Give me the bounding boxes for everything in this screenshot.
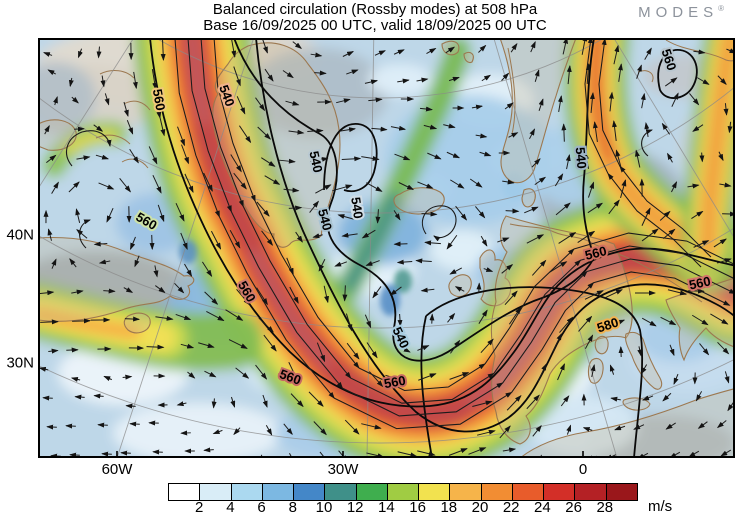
registered-mark: ® (718, 4, 724, 13)
colorbar-tick-label: 22 (502, 499, 520, 516)
colorbar-tick-label: 26 (565, 499, 582, 516)
colorbar-segment (450, 484, 482, 500)
colorbar-segment (387, 484, 420, 500)
colorbar-segment (481, 484, 513, 500)
contour-label: 560 (150, 88, 169, 112)
land-coastlines (38, 38, 735, 458)
wind-speed-field (38, 38, 735, 458)
y-tick-label: 40N (6, 226, 34, 244)
colorbar-tick-label: 6 (257, 499, 266, 516)
colorbar-segment (262, 484, 295, 500)
chart-subtitle: Base 16/09/2025 00 UTC, valid 18/09/2025… (203, 17, 547, 34)
x-tick-label: 0 (578, 461, 588, 478)
contour-label: 560 (688, 273, 712, 292)
colorbar-tick-label: 4 (226, 499, 235, 516)
y-tick-label: 30N (6, 354, 34, 372)
colorbar-segment (512, 484, 545, 500)
contour-label: 540 (306, 150, 325, 174)
contour-label: 540 (573, 146, 590, 169)
colorbar-tick-label: 8 (288, 499, 297, 516)
colorbar-segment (325, 484, 357, 500)
colorbar-segment (419, 484, 451, 500)
colorbar-tick-label: 14 (378, 499, 395, 516)
colorbar-tick-label: 24 (534, 499, 551, 516)
colorbar-tick-label: 10 (315, 499, 333, 516)
colorbar-segment (231, 484, 263, 500)
map-frame (38, 38, 735, 458)
contour-label: 540 (348, 196, 366, 220)
colorbar-tick-label: 16 (409, 499, 426, 516)
chart-title: Balanced circulation (Rossby modes) at 5… (212, 1, 538, 18)
wind-arrows (38, 38, 735, 458)
colorbar-segment (169, 484, 201, 500)
colorbar-segment (200, 484, 232, 500)
colorbar-segment (294, 484, 326, 500)
colorbar-segment (356, 484, 388, 500)
colorbar-tick-label: 28 (596, 499, 614, 516)
modes-logo: MODES® (638, 4, 724, 21)
colorbar-segment (544, 484, 576, 500)
x-tick-label: 30W (327, 461, 359, 478)
colorbar-tick-label: 18 (440, 499, 458, 516)
colorbar-segment (606, 484, 637, 500)
colorbar-segment (575, 484, 607, 500)
colorbar-unit-label: m/s (648, 498, 673, 515)
x-tick-label: 60W (101, 461, 133, 478)
contour-label: 560 (383, 373, 407, 392)
colorbar-tick-label: 20 (471, 499, 489, 516)
colorbar-tick-label: 12 (346, 499, 364, 516)
colorbar-tick-label: 2 (195, 499, 204, 516)
colorbar (168, 483, 638, 501)
map-canvas: 540 540 540 540 540 540 560 560 560 560 560 560 560 5… (31, 38, 735, 458)
